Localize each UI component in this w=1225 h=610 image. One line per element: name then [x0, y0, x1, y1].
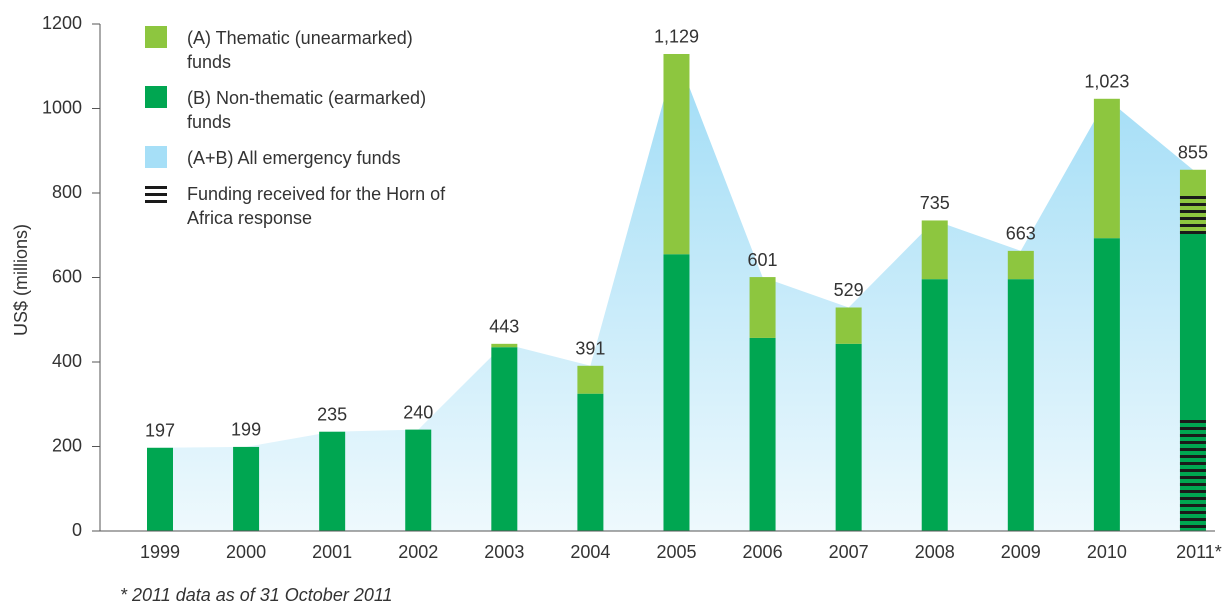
bar-thematic [491, 343, 518, 348]
x-tick-label: 2002 [398, 542, 438, 562]
bar-nonthematic [233, 446, 260, 531]
legend-text: (B) Non-thematic (earmarked) funds [187, 88, 427, 132]
bar-nonthematic [749, 337, 776, 531]
x-tick-label: 2009 [1001, 542, 1041, 562]
legend-swatch [145, 146, 167, 168]
legend-item: (A+B) All emergency funds [145, 146, 457, 170]
legend-item: (A) Thematic (unearmarked) funds [145, 26, 457, 74]
x-tick-label: 2000 [226, 542, 266, 562]
value-label: 529 [834, 280, 864, 300]
y-tick-label: 600 [52, 266, 82, 286]
x-tick-label: 2006 [743, 542, 783, 562]
bar-nonthematic [921, 279, 948, 531]
bar-nonthematic [491, 347, 518, 531]
x-tick-label: 2011* [1176, 542, 1222, 562]
bar-thematic [663, 53, 690, 255]
bar-thematic [921, 220, 948, 280]
value-label: 443 [489, 317, 519, 337]
x-tick-label: 2004 [570, 542, 610, 562]
legend-text: Funding received for the Horn of Africa … [187, 184, 446, 228]
x-tick-label: 2010 [1087, 542, 1127, 562]
bar-nonthematic [663, 254, 690, 531]
x-tick-label: 2008 [915, 542, 955, 562]
hatch [1179, 419, 1206, 531]
y-tick-label: 0 [72, 520, 82, 540]
value-label: 197 [145, 421, 175, 441]
legend-swatch [145, 86, 167, 108]
value-label: 663 [1006, 224, 1036, 244]
bar-nonthematic [319, 431, 346, 531]
value-label: 235 [317, 404, 347, 424]
y-tick-label: 1200 [42, 13, 82, 33]
legend-text: (A+B) All emergency funds [187, 148, 401, 168]
hatch [1179, 193, 1206, 236]
x-tick-label: 2007 [829, 542, 869, 562]
legend-swatch [145, 26, 167, 48]
y-tick-label: 200 [52, 435, 82, 455]
value-label: 199 [231, 420, 261, 440]
bar-nonthematic [405, 429, 432, 531]
legend-swatch [145, 186, 167, 203]
bar-nonthematic [577, 393, 604, 531]
x-tick-label: 1999 [140, 542, 180, 562]
y-tick-label: 800 [52, 182, 82, 202]
bar-nonthematic [147, 447, 173, 531]
legend: (A) Thematic (unearmarked) funds (B) Non-… [145, 26, 457, 242]
bar-thematic [749, 277, 776, 338]
bar-thematic [835, 307, 862, 344]
legend-text: (A) Thematic (unearmarked) funds [187, 28, 413, 72]
value-label: 735 [920, 193, 950, 213]
y-tick-label: 400 [52, 351, 82, 371]
value-label: 601 [748, 250, 778, 270]
legend-item: (B) Non-thematic (earmarked) funds [145, 86, 457, 134]
legend-item: Funding received for the Horn of Africa … [145, 182, 457, 230]
bar-thematic [577, 365, 604, 394]
y-tick-label: 1000 [42, 97, 82, 117]
bar-thematic [1093, 98, 1120, 239]
value-label: 1,023 [1084, 72, 1129, 92]
value-label: 391 [575, 339, 605, 359]
value-label: 855 [1178, 143, 1208, 163]
bar-nonthematic [835, 343, 862, 531]
bar-nonthematic [1007, 279, 1034, 531]
x-tick-label: 2001 [312, 542, 352, 562]
bar-thematic [1007, 250, 1034, 280]
value-label: 240 [403, 402, 433, 422]
x-tick-label: 2005 [656, 542, 696, 562]
bar-nonthematic [1093, 238, 1120, 531]
x-tick-label: 2003 [484, 542, 524, 562]
y-axis-label: US$ (millions) [11, 224, 31, 336]
value-label: 1,129 [654, 27, 699, 47]
footnote: * 2011 data as of 31 October 2011 [120, 585, 393, 605]
